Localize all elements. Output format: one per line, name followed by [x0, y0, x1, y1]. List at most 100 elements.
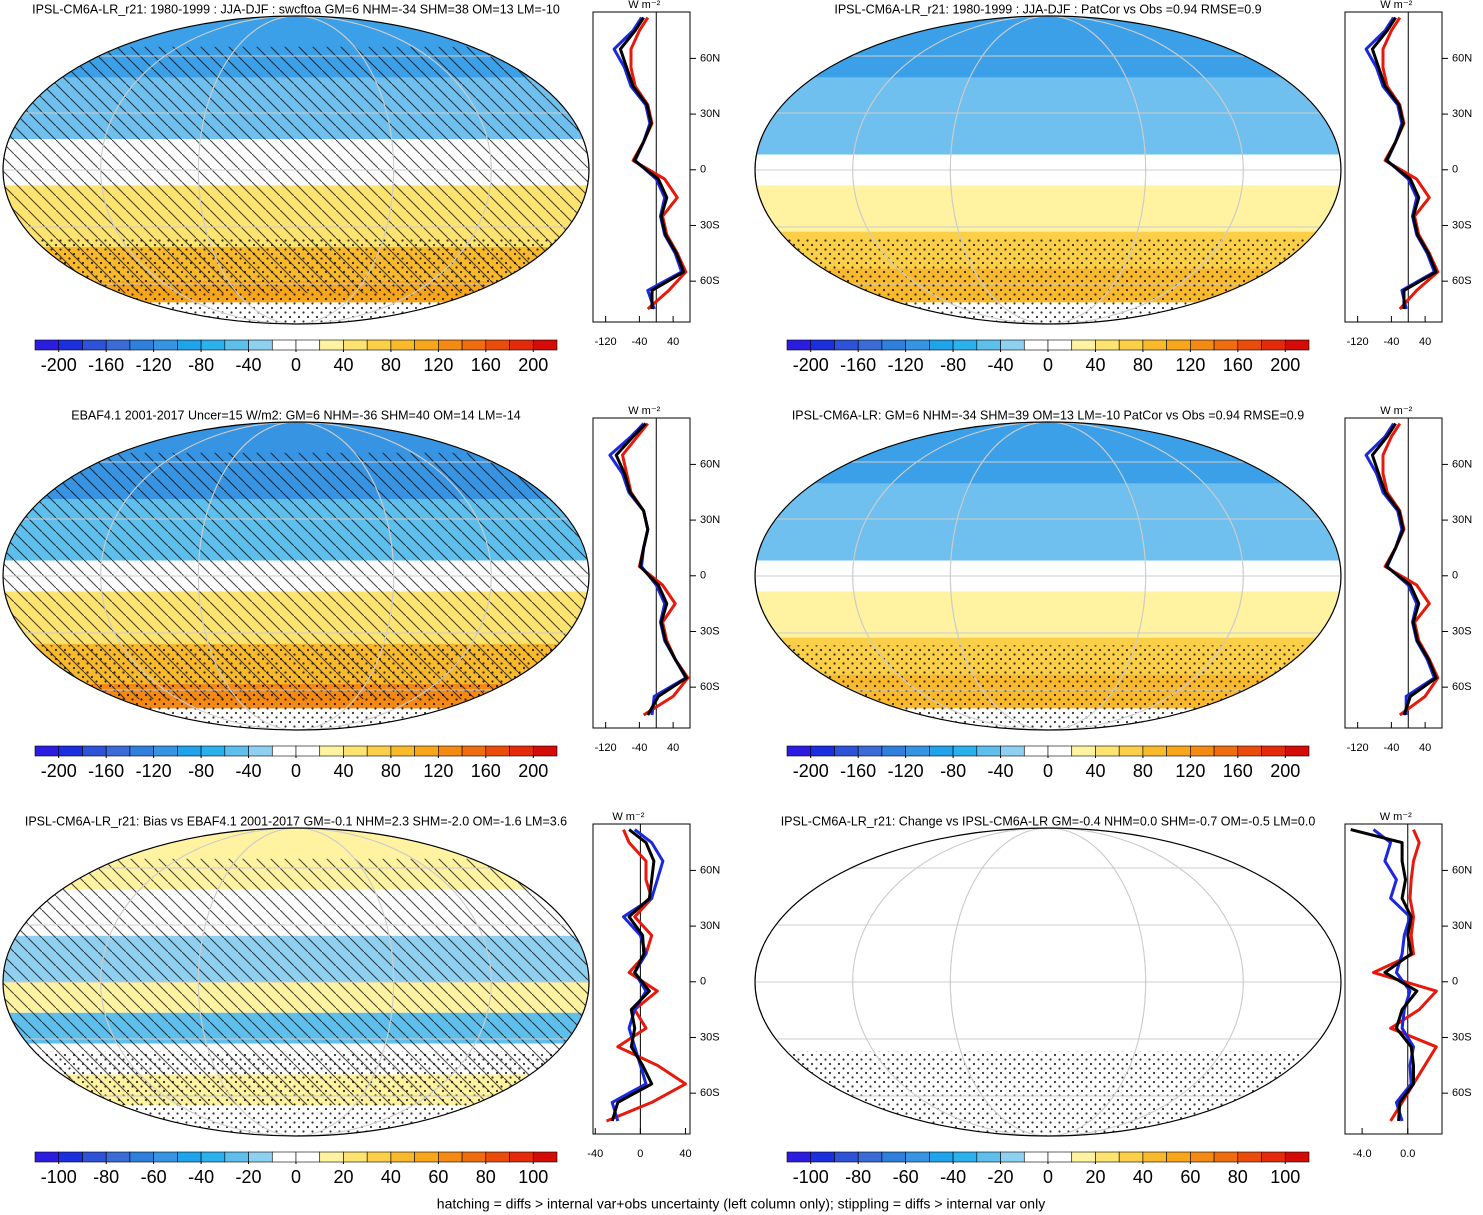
map-border: [2, 421, 590, 731]
x-tick-label: -40: [631, 742, 647, 754]
colorbar-label: -40: [188, 1167, 214, 1187]
colorbar-box: [1118, 745, 1144, 757]
y-tick-label: 60N: [700, 52, 720, 64]
colorbar-box: [34, 1151, 60, 1163]
colorbar-box: [1047, 339, 1073, 351]
profile-frame: [592, 11, 691, 323]
colorbar-box: [438, 1151, 463, 1163]
colorbar-box: [1000, 339, 1025, 351]
colorbar-box: [532, 745, 558, 757]
colorbar-label: -160: [840, 355, 876, 375]
colorbar-box: [532, 1151, 558, 1163]
colorbar-label: -200: [41, 761, 77, 781]
colorbar-box: [857, 1151, 883, 1163]
colorbar-box: [976, 339, 1001, 351]
colorbar-box: [105, 339, 131, 351]
colorbar-box: [1000, 1151, 1025, 1163]
colorbar-label: -60: [893, 1167, 919, 1187]
y-tick-label: 30S: [700, 1031, 720, 1043]
colorbar-box: [786, 339, 812, 351]
colorbar-label: 200: [518, 761, 548, 781]
colorbar-label: -100: [793, 1167, 829, 1187]
colorbar-box: [509, 745, 534, 757]
colorbar-box: [153, 1151, 178, 1163]
map-border: [2, 827, 590, 1137]
colorbar-label: 80: [381, 355, 401, 375]
colorbar-box: [1095, 1151, 1120, 1163]
colorbar-box: [224, 339, 249, 351]
graticule: [852, 422, 1244, 730]
colorbar-box: [881, 1151, 906, 1163]
x-tick-label: -120: [1347, 742, 1369, 754]
colorbar-box: [834, 1151, 859, 1163]
map: [755, 422, 1341, 730]
colorbar-box: [1095, 745, 1120, 757]
map-band: [755, 77, 1341, 155]
colorbar-label: 80: [476, 1167, 496, 1187]
panel-title: EBAF4.1 2001-2017 Uncer=15 W/m2: GM=6 NH…: [71, 408, 521, 422]
y-tick-label: 30S: [700, 625, 720, 637]
colorbar-box: [952, 1151, 978, 1163]
colorbar-box: [485, 1151, 510, 1163]
y-tick-label: 30S: [1452, 219, 1472, 231]
y-tick-label: 60N: [700, 458, 720, 470]
profile-line: [605, 829, 687, 1123]
colorbar-box: [1118, 1151, 1144, 1163]
colorbar-box: [153, 339, 178, 351]
colorbar-box: [1284, 745, 1310, 757]
colorbar-box: [976, 1151, 1001, 1163]
profile-frame: [1344, 823, 1443, 1135]
colorbar-label: -120: [136, 761, 172, 781]
colorbar-box: [58, 1151, 83, 1163]
colorbar-box: [248, 745, 273, 757]
colorbar-box: [952, 339, 978, 351]
profile-line: [1370, 422, 1438, 716]
colorbar-label: -40: [236, 355, 262, 375]
map: [3, 422, 589, 730]
y-tick-label: 0: [700, 164, 706, 176]
map-border: [754, 827, 1342, 1137]
colorbar-label: -200: [793, 761, 829, 781]
y-tick-label: 0: [1452, 976, 1458, 988]
colorbar-label: 0: [1043, 761, 1053, 781]
footnote: hatching = diffs > internal var+obs unce…: [437, 1196, 1045, 1212]
colorbar-box: [366, 1151, 392, 1163]
units-label: W m⁻²: [1380, 0, 1412, 11]
y-tick-label: 30N: [700, 920, 720, 932]
y-tick-label: 60S: [700, 681, 720, 693]
y-tick-label: 60N: [700, 864, 720, 876]
colorbar-label: -80: [188, 761, 214, 781]
colorbar-box: [177, 745, 202, 757]
colorbar-label: 40: [381, 1167, 401, 1187]
colorbar-label: -20: [988, 1167, 1014, 1187]
colorbar-box: [461, 745, 487, 757]
colorbar-box: [1142, 1151, 1167, 1163]
colorbar-label: 40: [1133, 1167, 1153, 1187]
colorbar-label: 40: [1085, 355, 1105, 375]
colorbar-box: [58, 745, 83, 757]
y-tick-label: 60S: [700, 1087, 720, 1099]
y-tick-label: 60N: [1452, 864, 1472, 876]
colorbar-box: [1261, 745, 1286, 757]
colorbar-box: [177, 339, 202, 351]
graticule: [949, 422, 1147, 730]
colorbar-label: -60: [141, 1167, 167, 1187]
map-band: [755, 185, 1341, 232]
colorbar-label: 20: [333, 1167, 353, 1187]
x-tick-label: 0: [637, 1148, 643, 1160]
colorbar-box: [414, 339, 439, 351]
colorbar-box: [1213, 1151, 1239, 1163]
colorbar-box: [810, 745, 835, 757]
colorbar-box: [881, 745, 906, 757]
colorbar-box: [1237, 1151, 1262, 1163]
map-band: [755, 16, 1341, 78]
colorbar-label: 80: [1228, 1167, 1248, 1187]
graticule: [100, 16, 492, 324]
graticule: [100, 422, 492, 730]
colorbar-box: [929, 1151, 954, 1163]
x-tick-label: -40: [587, 1148, 603, 1160]
colorbar-label: -120: [888, 761, 924, 781]
profile-line: [1372, 828, 1415, 1122]
y-tick-label: 60N: [1452, 52, 1472, 64]
